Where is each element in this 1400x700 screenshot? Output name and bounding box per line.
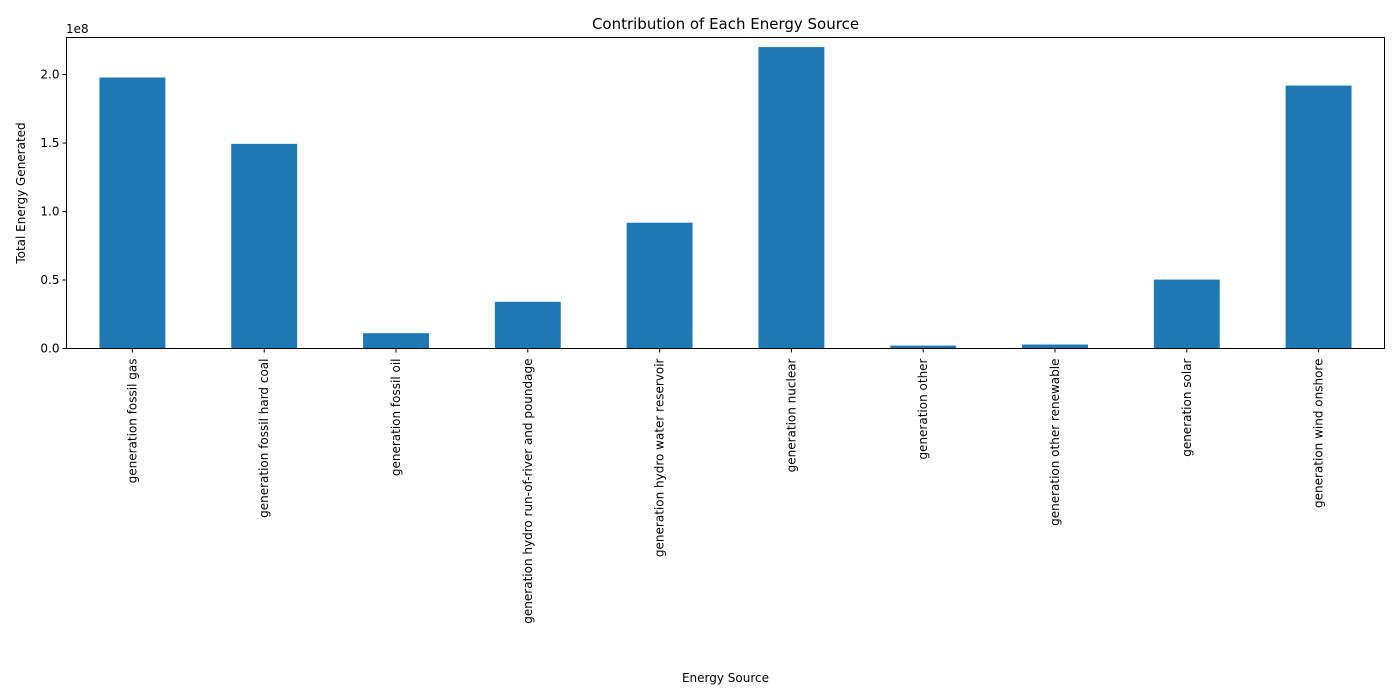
bar: [626, 222, 693, 349]
x-tick-label: generation fossil hard coal: [257, 359, 271, 518]
x-tick-label: generation hydro water reservoir: [653, 358, 667, 557]
x-tick-label: generation nuclear: [784, 358, 798, 472]
x-tick-label: generation fossil oil: [389, 359, 403, 477]
plot-frame: [66, 37, 1385, 349]
x-tick-label: generation other: [916, 358, 930, 459]
x-axis-label: Energy Source: [682, 671, 769, 685]
x-tick-label: generation solar: [1180, 358, 1194, 456]
x-tick-label: generation wind onshore: [1312, 359, 1326, 508]
x-tick-label: generation fossil gas: [125, 359, 139, 484]
x-tick-label: generation other renewable: [1048, 359, 1062, 526]
y-axis-offset-label: 1e8: [66, 22, 89, 36]
y-tick-label: 1.0: [40, 204, 59, 218]
bar: [1153, 279, 1220, 349]
bars-layer: [99, 47, 1352, 349]
y-axis-ticks: 0.0 0.5 1.0 1.5 2.0: [40, 67, 67, 356]
bar: [231, 143, 298, 349]
x-axis-ticks: generation fossil gas generation fossil h…: [125, 348, 1326, 624]
y-axis-label: Total Energy Generated: [14, 122, 28, 264]
bar: [1285, 85, 1352, 349]
bar: [890, 345, 957, 349]
y-tick-label: 1.5: [40, 136, 59, 150]
y-tick-label: 2.0: [40, 67, 59, 81]
bar: [758, 47, 825, 349]
chart-title: Contribution of Each Energy Source: [592, 15, 859, 33]
bar: [363, 333, 429, 349]
bar: [99, 77, 166, 349]
bar: [1022, 344, 1088, 349]
y-tick-label: 0.0: [40, 342, 59, 356]
x-tick-label: generation hydro run-of-river and pounda…: [521, 359, 535, 624]
bar: [494, 301, 561, 349]
y-tick-label: 0.5: [40, 273, 59, 287]
